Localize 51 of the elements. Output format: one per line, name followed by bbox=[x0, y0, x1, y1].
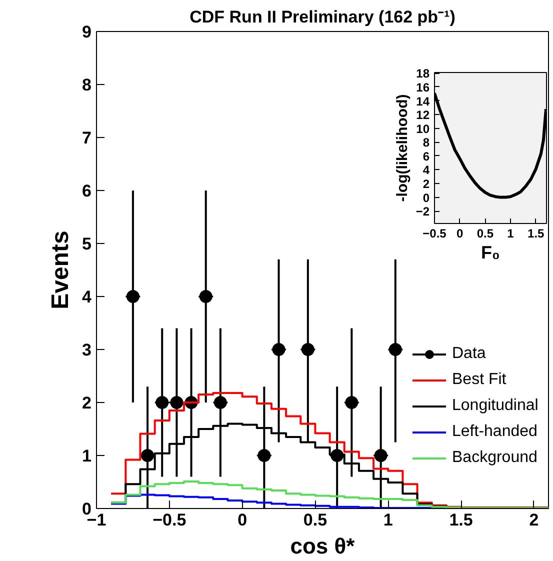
point bbox=[345, 396, 358, 409]
y-tick-label: 5 bbox=[82, 234, 92, 254]
y-tick-label: −2 bbox=[416, 204, 430, 219]
y-axis-title: -log(likelihood) bbox=[394, 94, 411, 202]
x-tick-label: 0.5 bbox=[303, 510, 328, 530]
x-tick-label: 0 bbox=[238, 510, 248, 530]
x-tick-label: 1.5 bbox=[449, 510, 473, 530]
point bbox=[388, 343, 402, 356]
y-tick-label: 6 bbox=[82, 182, 92, 200]
y-tick-label: 8 bbox=[422, 136, 430, 150]
y-tick-label: 4 bbox=[82, 288, 92, 306]
y-tick-label: 12 bbox=[416, 108, 430, 122]
y-tick-label: 8 bbox=[82, 76, 92, 94]
chart-title: CDF Run II Preliminary (162 pb⁻¹) bbox=[190, 8, 456, 26]
y-axis-title: Events bbox=[47, 230, 74, 310]
y-tick-label: 4 bbox=[422, 163, 430, 178]
x-tick-label: 1 bbox=[507, 226, 514, 240]
legend-label: Left-handed bbox=[452, 423, 538, 441]
legend-label: Best Fit bbox=[452, 371, 506, 389]
x-tick-label: 0 bbox=[456, 226, 464, 240]
y-tick-label: 2 bbox=[82, 394, 92, 412]
legend-label: Longitudinal bbox=[452, 397, 538, 415]
y-tick-label: 3 bbox=[82, 340, 92, 360]
y-tick-label: 6 bbox=[422, 149, 430, 164]
legend-label: Background bbox=[452, 449, 538, 467]
x-tick-label: 1.5 bbox=[528, 226, 545, 240]
point bbox=[258, 449, 271, 462]
y-tick-label: 7 bbox=[82, 128, 92, 148]
x-tick-label: 2 bbox=[529, 510, 539, 530]
x-tick-label: −0.5 bbox=[152, 510, 186, 530]
x-axis-title: F₀ bbox=[480, 242, 500, 262]
legend-label: Data bbox=[452, 345, 486, 363]
y-tick-label: 2 bbox=[422, 177, 430, 192]
y-tick-label: 0 bbox=[422, 190, 430, 205]
point bbox=[141, 449, 154, 462]
point bbox=[301, 343, 314, 356]
y-tick-label: 1 bbox=[82, 446, 92, 466]
y-tick-label: 10 bbox=[416, 122, 430, 136]
point bbox=[214, 396, 227, 409]
point bbox=[126, 290, 140, 303]
x-axis-title: cos θ* bbox=[290, 534, 356, 558]
y-tick-label: 18 bbox=[416, 66, 430, 81]
y-tick-label: 14 bbox=[416, 94, 430, 108]
point bbox=[272, 343, 286, 356]
x-tick-label: −0.5 bbox=[422, 226, 447, 240]
y-tick-label: 9 bbox=[82, 22, 92, 42]
y-tick-label: 16 bbox=[416, 80, 430, 94]
x-tick-label: 1 bbox=[383, 510, 393, 530]
point bbox=[374, 449, 388, 462]
x-tick-label: 0.5 bbox=[476, 226, 494, 240]
point bbox=[199, 290, 212, 303]
